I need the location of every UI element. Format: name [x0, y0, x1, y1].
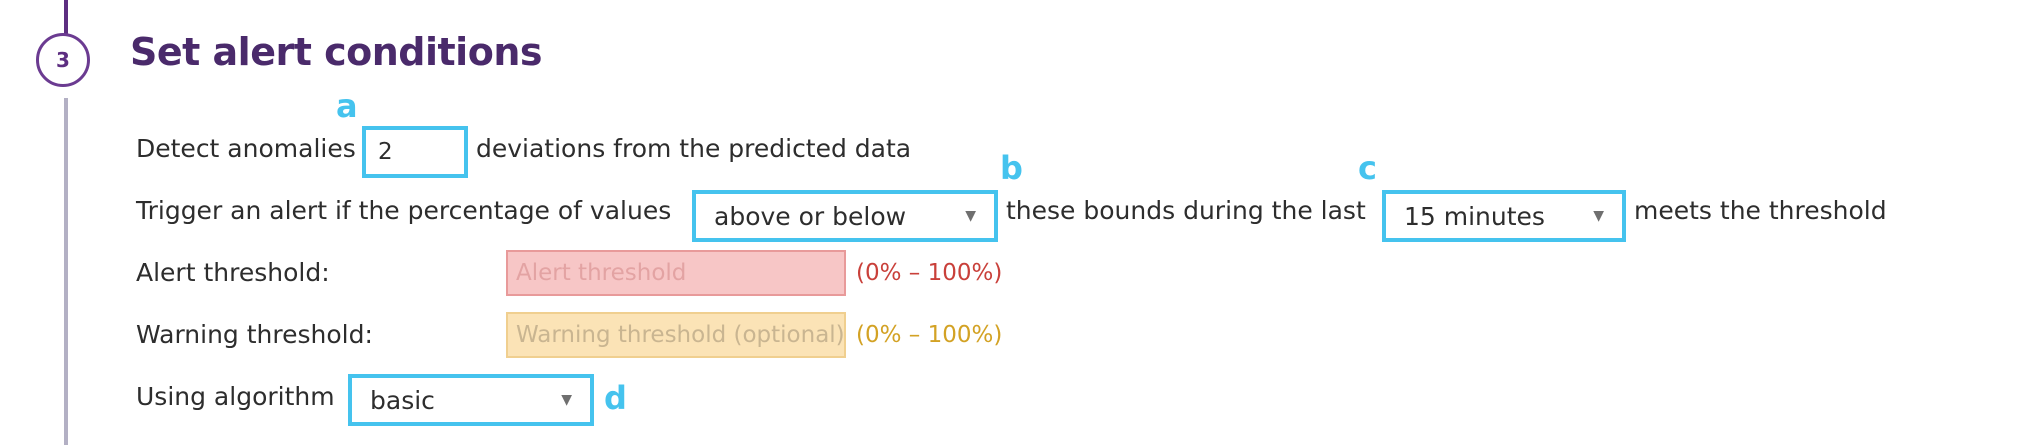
algorithm-select-value: basic [370, 385, 435, 415]
detect-anomalies-label: Detect anomalies [136, 134, 356, 163]
callout-box-a: 2 [362, 126, 468, 178]
alert-threshold-input[interactable]: Alert threshold [506, 250, 846, 296]
bounds-select-value: above or below [714, 201, 907, 231]
alert-threshold-range: (0% – 100%) [856, 260, 1003, 286]
deviations-input[interactable]: 2 [378, 139, 393, 165]
bounds-middle-label: these bounds during the last [1006, 196, 1366, 225]
callout-b: b [1000, 149, 1023, 187]
algorithm-label: Using algorithm [136, 382, 335, 411]
callout-box-c: 15 minutes ▼ [1382, 190, 1626, 242]
algorithm-select[interactable]: basic ▼ [356, 382, 586, 418]
warning-threshold-input[interactable]: Warning threshold (optional) [506, 312, 846, 358]
timeline-rail [64, 98, 68, 445]
callout-box-d: basic ▼ [348, 374, 594, 426]
step-number-badge: 3 [36, 33, 90, 87]
deviations-suffix-label: deviations from the predicted data [476, 134, 912, 163]
section-title: Set alert conditions [130, 30, 543, 74]
bounds-select[interactable]: above or below ▼ [700, 198, 990, 234]
timeline-rail-top [64, 0, 68, 36]
time-window-select[interactable]: 15 minutes ▼ [1390, 198, 1618, 234]
trigger-prefix-label: Trigger an alert if the percentage of va… [136, 196, 672, 225]
warning-threshold-range: (0% – 100%) [856, 322, 1003, 348]
time-window-select-value: 15 minutes [1404, 201, 1545, 231]
chevron-down-icon: ▼ [965, 208, 976, 224]
threshold-suffix-label: meets the threshold [1634, 196, 1887, 225]
chevron-down-icon: ▼ [561, 392, 572, 408]
callout-box-b: above or below ▼ [692, 190, 998, 242]
callout-a: a [336, 87, 358, 125]
callout-c: c [1358, 149, 1377, 187]
warning-threshold-label: Warning threshold: [136, 320, 373, 349]
alert-threshold-label: Alert threshold: [136, 258, 330, 287]
chevron-down-icon: ▼ [1593, 208, 1604, 224]
callout-d: d [604, 379, 627, 417]
